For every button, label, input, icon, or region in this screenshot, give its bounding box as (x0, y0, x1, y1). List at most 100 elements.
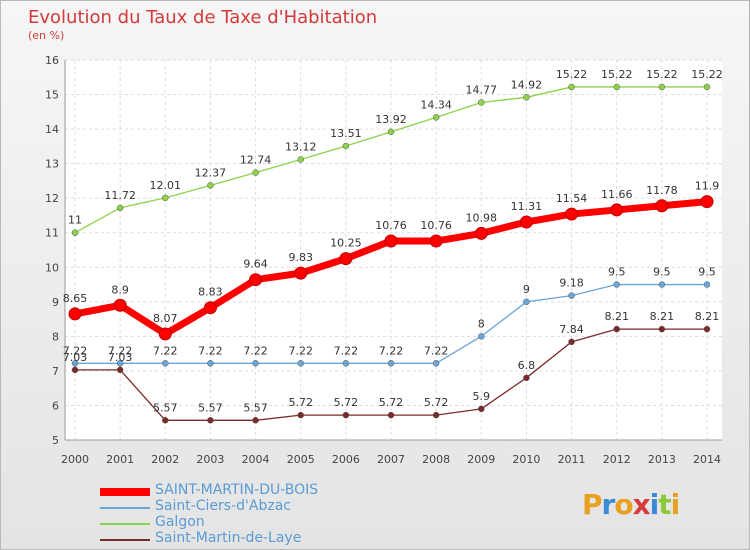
data-label: 10.76 (375, 219, 407, 232)
data-point (158, 327, 172, 341)
data-label: 9.18 (559, 277, 584, 290)
data-point (113, 298, 127, 312)
data-point (252, 417, 259, 424)
data-point (565, 207, 579, 221)
data-point (71, 229, 79, 236)
legend-swatch (100, 539, 150, 541)
data-label: 8.21 (695, 310, 720, 323)
data-label: 8.65 (63, 292, 88, 305)
legend-label: Galgon (155, 514, 205, 530)
data-point (658, 83, 666, 91)
data-point (703, 83, 711, 91)
data-point (339, 252, 353, 266)
y-tick-label: 7 (52, 365, 59, 378)
y-tick-label: 9 (52, 296, 59, 309)
data-label: 5.72 (334, 396, 359, 409)
data-label: 7.84 (559, 323, 584, 336)
data-point (523, 374, 530, 382)
data-label: 7.22 (198, 344, 223, 357)
data-label: 11.72 (104, 189, 136, 202)
data-label: 8.83 (198, 286, 223, 299)
data-point (116, 204, 124, 212)
data-label: 5.9 (473, 390, 491, 403)
data-label: 9 (523, 283, 530, 296)
y-tick-label: 16 (45, 54, 59, 67)
data-label: 5.57 (153, 401, 178, 414)
data-label: 12.74 (240, 154, 272, 167)
y-tick-label: 13 (45, 158, 59, 171)
data-label: 7.03 (108, 351, 133, 364)
data-point (162, 360, 169, 367)
data-point (342, 360, 350, 367)
data-point (297, 156, 304, 163)
legend-swatch (100, 488, 150, 496)
data-label: 6.8 (518, 359, 536, 372)
data-point (342, 142, 350, 150)
data-label: 7.22 (379, 344, 404, 357)
data-label: 8.07 (153, 312, 178, 325)
data-label: 11.66 (601, 188, 633, 201)
legend-label: SAINT-MARTIN-DU-BOIS (155, 482, 319, 498)
data-label: 7.22 (424, 344, 449, 357)
y-tick-label: 8 (52, 330, 59, 343)
data-point (387, 128, 395, 136)
data-point (568, 83, 575, 91)
data-label: 12.01 (150, 179, 182, 192)
data-label: 13.92 (375, 113, 407, 126)
y-tick-label: 5 (52, 434, 59, 447)
data-label: 15.22 (601, 68, 633, 81)
y-tick-label: 10 (45, 261, 59, 274)
y-tick-label: 6 (52, 399, 59, 412)
data-point (116, 366, 124, 374)
data-point (658, 281, 666, 288)
data-point (700, 195, 714, 209)
data-label: 5.72 (288, 396, 313, 409)
data-label: 11 (68, 214, 82, 227)
data-label: 9.5 (608, 266, 626, 279)
data-label: 5.57 (243, 401, 268, 414)
data-label: 15.22 (691, 68, 723, 81)
data-label: 14.92 (511, 78, 543, 91)
data-label: 15.22 (556, 68, 588, 81)
data-label: 10.76 (420, 219, 452, 232)
data-point (162, 194, 169, 202)
y-tick-label: 12 (45, 192, 59, 205)
x-tick-label: 2013 (648, 453, 676, 466)
x-tick-label: 2011 (558, 453, 586, 466)
data-label: 7.22 (108, 344, 133, 357)
data-point (71, 360, 79, 367)
data-label: 8 (478, 317, 485, 330)
x-tick-label: 2002 (151, 453, 179, 466)
x-tick-label: 2010 (512, 453, 540, 466)
data-point (342, 411, 350, 419)
data-point (568, 292, 575, 299)
data-label: 13.12 (285, 140, 317, 153)
data-point (297, 411, 304, 419)
plot-area (65, 60, 722, 440)
x-tick-label: 2009 (467, 453, 495, 466)
data-point (655, 199, 669, 213)
data-point (613, 83, 620, 91)
x-tick-label: 2014 (693, 453, 721, 466)
data-point (478, 99, 485, 106)
data-point (116, 360, 124, 367)
data-label: 13.51 (330, 127, 362, 140)
data-point (610, 203, 624, 217)
data-point (523, 298, 530, 306)
x-tick-label: 2004 (242, 453, 270, 466)
data-point (568, 338, 575, 346)
data-label: 5.72 (424, 396, 449, 409)
data-label: 10.25 (330, 237, 362, 250)
data-label: 7.03 (63, 351, 88, 364)
x-tick-label: 2003 (196, 453, 224, 466)
data-point (203, 301, 217, 315)
data-point (387, 411, 395, 419)
data-point (478, 333, 485, 340)
data-point (387, 360, 395, 367)
data-point (252, 169, 259, 176)
data-point (162, 417, 169, 424)
chart-subtitle: (en %) (28, 29, 65, 42)
legend-label: Saint-Martin-de-Laye (155, 530, 302, 546)
data-label: 14.77 (466, 83, 498, 96)
